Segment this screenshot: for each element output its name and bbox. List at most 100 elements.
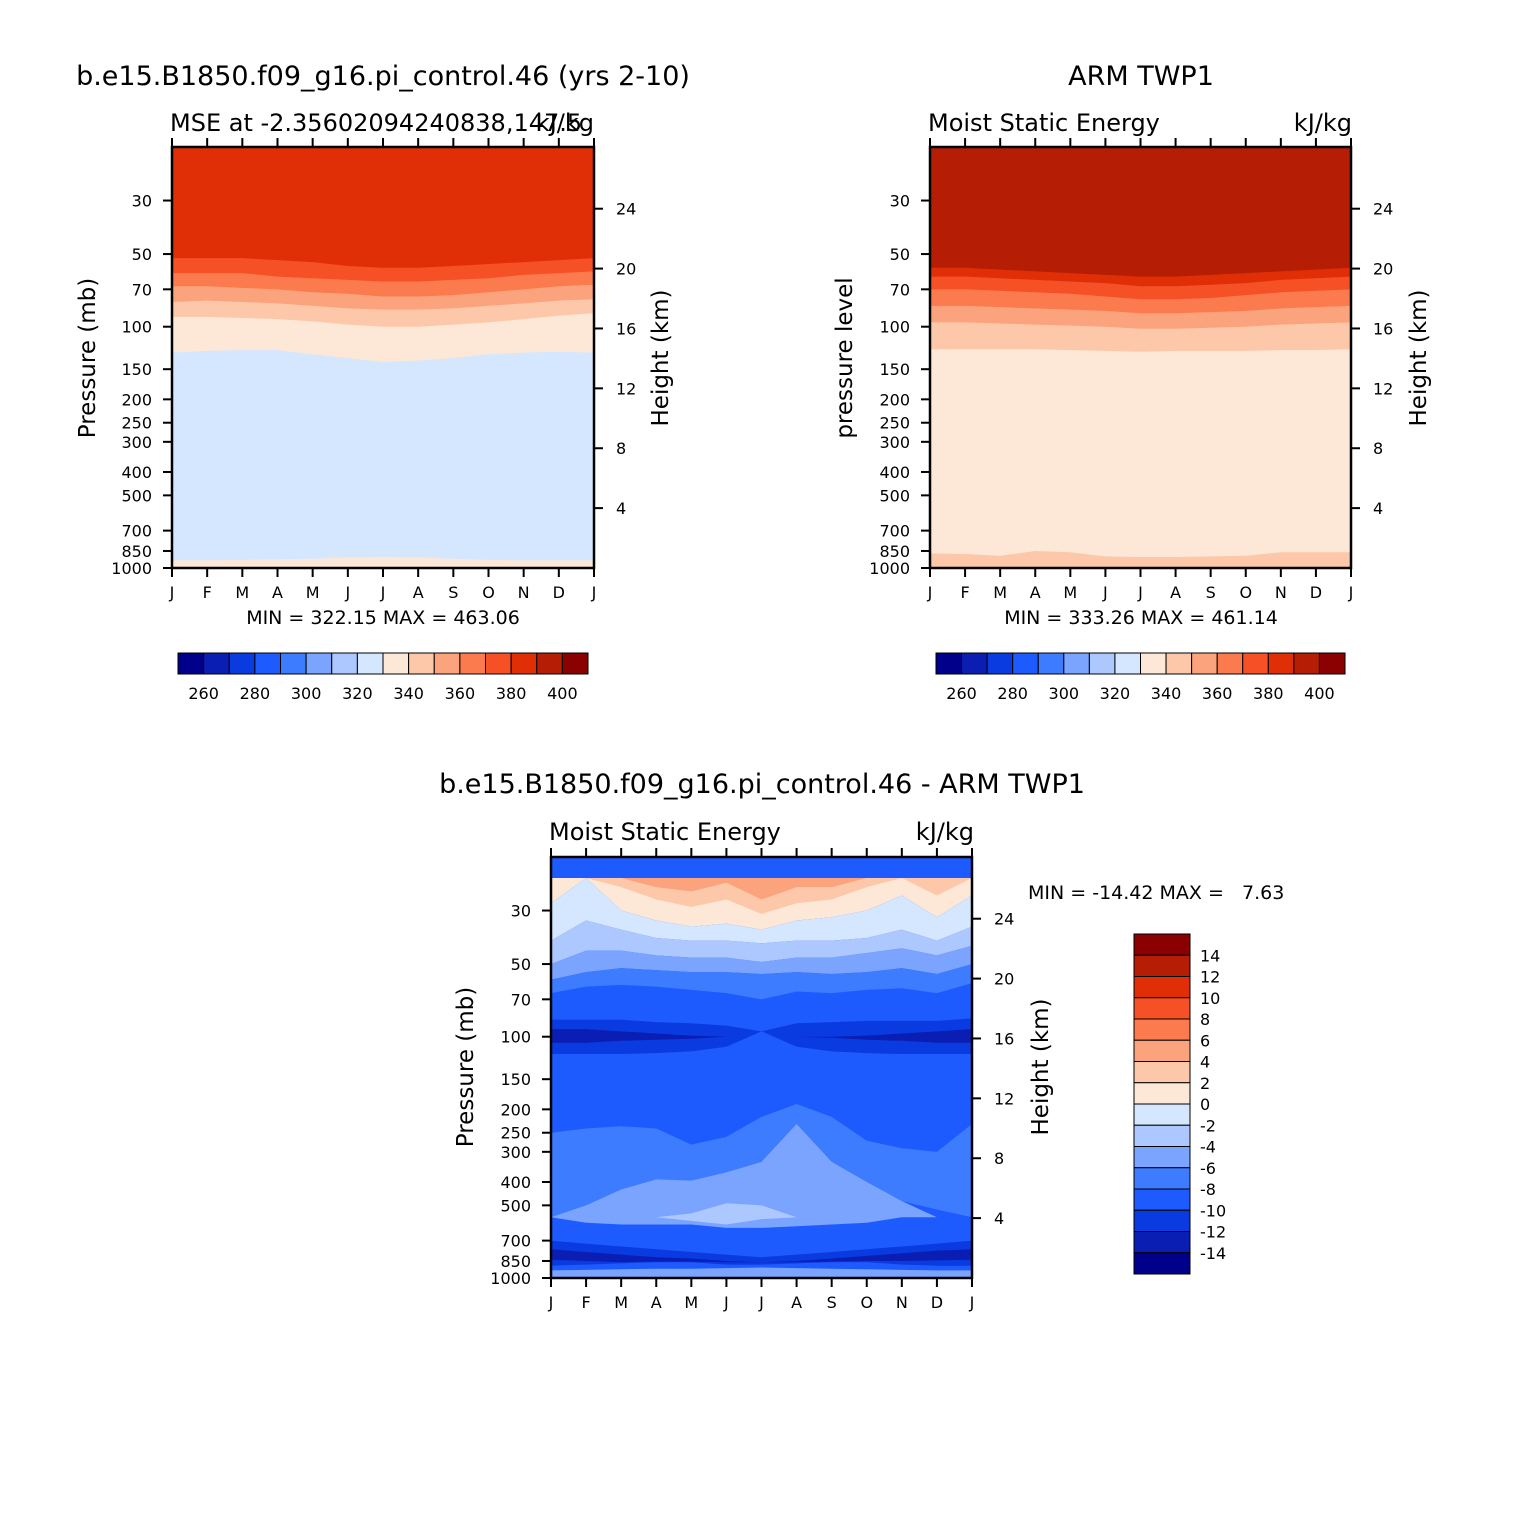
- panel-difference-title: b.e15.B1850.f09_g16.pi_control.46 - ARM …: [439, 769, 1085, 800]
- panel-difference-ylabel-right: Height (km): [1028, 998, 1054, 1135]
- colorbar-label: -10: [1200, 1201, 1226, 1220]
- x-tick-label: J: [723, 1293, 729, 1312]
- y-tick-label: 250: [500, 1124, 531, 1143]
- colorbar-label: -14: [1200, 1244, 1226, 1263]
- y-tick-label: 300: [121, 433, 152, 452]
- y-tick-label: 100: [121, 318, 152, 337]
- y-tick-label: 400: [879, 463, 910, 482]
- colorbar-label: -2: [1200, 1116, 1216, 1135]
- panel-model: b.e15.B1850.f09_g16.pi_control.46 (yrs 2…: [75, 61, 690, 703]
- contour-band: [172, 556, 594, 568]
- panel-model-subtitle-right: kJ/kg: [536, 109, 594, 137]
- y-tick-label: 850: [121, 542, 152, 561]
- y-right-tick-label: 20: [1373, 260, 1393, 279]
- colorbar-swatch: [1191, 652, 1218, 675]
- colorbar-swatch: [305, 652, 333, 675]
- colorbar-label: 380: [1253, 684, 1284, 703]
- panel-observation-subtitle-left: Moist Static Energy: [928, 109, 1160, 137]
- y-right-tick-label: 16: [994, 1029, 1014, 1048]
- colorbar-label: 320: [342, 684, 373, 703]
- colorbar-label: 0: [1200, 1095, 1210, 1114]
- colorbar-label: -4: [1200, 1138, 1216, 1157]
- x-tick-label: F: [960, 583, 969, 602]
- contour-fill: [172, 147, 594, 568]
- y-tick-label: 850: [500, 1252, 531, 1271]
- x-tick-label: A: [651, 1293, 662, 1312]
- colorbar-label: -8: [1200, 1180, 1216, 1199]
- y-right-tick-label: 12: [994, 1089, 1014, 1108]
- panel-difference-ylabel: Pressure (mb): [453, 987, 479, 1147]
- y-tick-label: 1000: [869, 559, 910, 578]
- y-right-tick-label: 4: [616, 499, 626, 518]
- colorbar-label: -12: [1200, 1223, 1226, 1242]
- x-tick-label: A: [1030, 583, 1041, 602]
- colorbar-swatch: [1133, 1188, 1191, 1211]
- y-tick-label: 50: [511, 955, 531, 974]
- panel-model-colorbar: 260 280 300 320 340 360 380 400: [177, 652, 589, 703]
- x-tick-label: J: [548, 1293, 554, 1312]
- y-tick-label: 700: [500, 1232, 531, 1251]
- y-tick-label: 200: [121, 390, 152, 409]
- panel-model-subtitle-left: MSE at -2.35602094240838,147.5: [170, 109, 582, 137]
- panel-model-ylabel-right: Height (km): [648, 289, 674, 426]
- colorbar-label: 380: [496, 684, 527, 703]
- contour-band: [172, 147, 594, 268]
- y-tick-label: 400: [500, 1173, 531, 1192]
- panel-difference-subtitle-left: Moist Static Energy: [549, 818, 781, 846]
- y-tick-label: 150: [500, 1070, 531, 1089]
- colorbar-label: 2: [1200, 1074, 1210, 1093]
- colorbar-swatch: [228, 652, 256, 675]
- x-tick-label: S: [1206, 583, 1216, 602]
- x-tick-label: M: [684, 1293, 698, 1312]
- y-tick-label: 250: [879, 414, 910, 433]
- colorbar-label: 8: [1200, 1010, 1210, 1029]
- x-tick-label: M: [235, 583, 249, 602]
- contour-band: [551, 878, 972, 900]
- contour-band: [930, 550, 1351, 568]
- panel-observation: ARM TWP1 Moist Static Energy kJ/kg press…: [832, 61, 1432, 703]
- colorbar-swatch: [1012, 652, 1039, 675]
- colorbar-label: 400: [547, 684, 578, 703]
- colorbar-swatch: [1318, 652, 1346, 675]
- colorbar-label: 12: [1200, 968, 1220, 987]
- colorbar-swatch: [1037, 652, 1065, 675]
- contour-band: [551, 1123, 972, 1228]
- y-tick-label: 30: [511, 902, 531, 921]
- colorbar-swatch: [459, 652, 486, 675]
- panel-difference: b.e15.B1850.f09_g16.pi_control.46 - ARM …: [439, 769, 1284, 1312]
- colorbar-label: 300: [291, 684, 322, 703]
- y-tick-label: 500: [879, 486, 910, 505]
- y-right-tick-label: 24: [616, 200, 636, 219]
- contour-band: [551, 945, 972, 980]
- contour-fill: [551, 857, 972, 1278]
- x-tick-label: J: [969, 1293, 975, 1312]
- colorbar-swatch: [177, 652, 205, 675]
- colorbar-swatch: [961, 652, 988, 675]
- y-tick-label: 150: [121, 360, 152, 379]
- colorbar-swatch: [1165, 652, 1193, 675]
- y-tick-label: 70: [132, 280, 152, 299]
- colorbar-label: 360: [1202, 684, 1233, 703]
- panel-observation-ylabel-right: Height (km): [1406, 289, 1432, 426]
- panel-difference-colorbar: 14 12 10 8 6 4 2 0 -2 -4 -6 -8 -10 -12 -14: [1133, 933, 1226, 1275]
- x-tick-label: O: [482, 583, 495, 602]
- panel-observation-subtitle-right: kJ/kg: [1294, 109, 1352, 137]
- x-tick-label: A: [791, 1293, 802, 1312]
- colorbar-swatch: [986, 652, 1014, 675]
- x-tick-label: A: [413, 583, 424, 602]
- colorbar-swatch: [1267, 652, 1295, 675]
- colorbar-swatch: [1133, 1061, 1191, 1084]
- x-tick-label: M: [1063, 583, 1077, 602]
- colorbar-swatch: [1114, 652, 1141, 675]
- y-right-tick-label: 16: [616, 319, 636, 338]
- y-tick-label: 1000: [490, 1269, 531, 1288]
- colorbar-swatch: [1133, 1209, 1191, 1232]
- contour-band: [551, 920, 972, 965]
- y-tick-label: 50: [132, 245, 152, 264]
- y-tick-label: 850: [879, 542, 910, 561]
- x-tick-label: A: [272, 583, 283, 602]
- x-tick-label: N: [896, 1293, 908, 1312]
- y-tick-label: 400: [121, 463, 152, 482]
- colorbar-swatch: [382, 652, 410, 675]
- x-tick-label: F: [581, 1293, 590, 1312]
